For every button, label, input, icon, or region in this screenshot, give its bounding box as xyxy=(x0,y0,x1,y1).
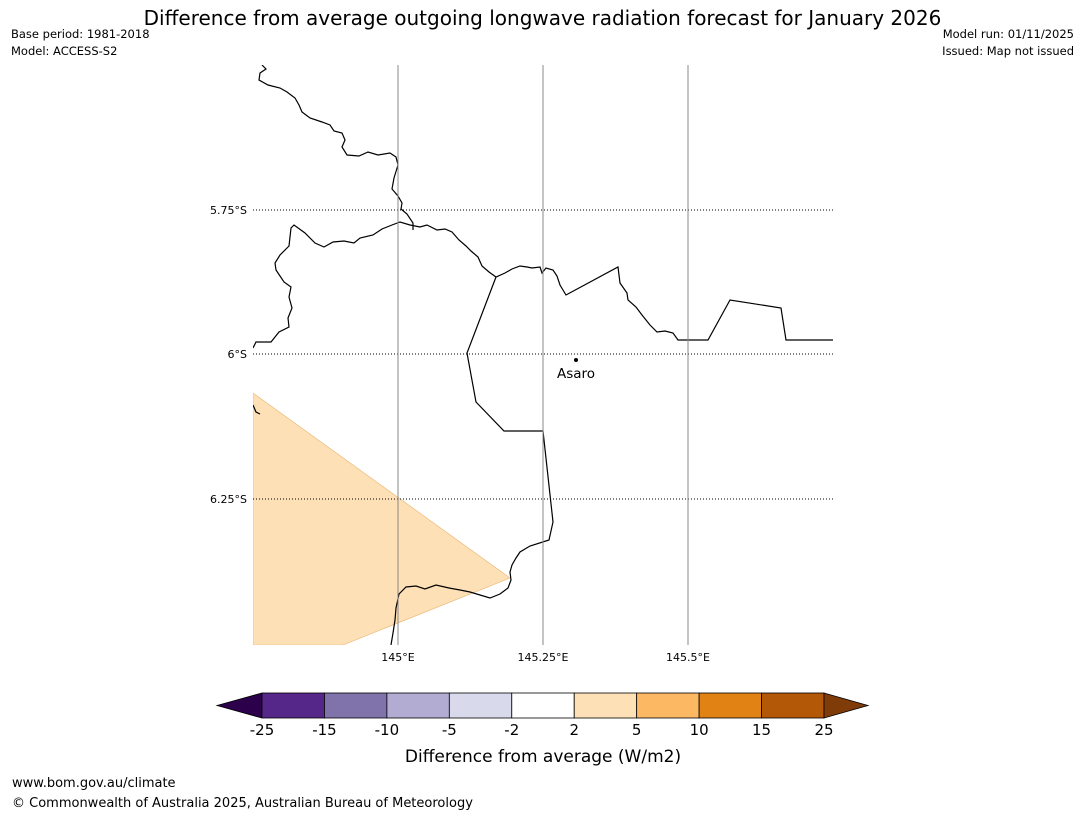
colorbar-bins xyxy=(261,692,825,719)
lon-label: 145.25°E xyxy=(518,651,569,664)
colorbar-bin xyxy=(636,692,700,719)
colorbar-bin xyxy=(386,692,450,719)
colorbar-tick-label: 5 xyxy=(632,721,642,739)
colorbar-tick-label: 2 xyxy=(569,721,579,739)
colorbar-tick-label: -5 xyxy=(442,721,457,739)
place-label: Asaro xyxy=(557,366,595,382)
colorbar-bin xyxy=(261,692,325,719)
anomaly-region xyxy=(253,392,511,645)
issued-text: Issued: Map not issued xyxy=(942,44,1074,58)
place-marker xyxy=(574,358,578,362)
colorbar-tick-labels: -25 -15 -10 -5 -2 2 5 10 15 25 xyxy=(250,721,834,739)
coastline xyxy=(253,65,833,645)
colorbar-bin xyxy=(324,692,388,719)
lon-label: 145.5°E xyxy=(666,651,710,664)
lat-label: 6°S xyxy=(228,348,247,361)
colorbar-tick-label: -2 xyxy=(504,721,519,739)
colorbar-tick-label: 10 xyxy=(690,721,709,739)
graticule xyxy=(253,65,833,645)
lat-label: 5.75°S xyxy=(210,204,247,217)
meta-right: Model run: 01/11/2025 Issued: Map not is… xyxy=(942,26,1074,60)
latitude-labels: 5.75°S 6°S 6.25°S xyxy=(210,204,247,506)
footer: www.bom.gov.au/climate © Commonwealth of… xyxy=(12,774,473,814)
coastline-fragment xyxy=(253,404,261,415)
coastline-south xyxy=(390,276,554,645)
colorbar-bin xyxy=(698,692,762,719)
coastline-central xyxy=(253,221,833,349)
map-title: Difference from average outgoing longwav… xyxy=(143,6,942,30)
lat-label: 6.25°S xyxy=(210,493,247,506)
colorbar-under-triangle xyxy=(215,692,263,719)
colorbar-tick-label: -15 xyxy=(312,721,337,739)
colorbar: -25 -15 -10 -5 -2 2 5 10 15 25 Difference from av… xyxy=(215,692,870,767)
colorbar-over-triangle xyxy=(823,692,870,719)
footer-copyright: © Commonwealth of Australia 2025, Austra… xyxy=(12,796,473,811)
colorbar-bin xyxy=(448,692,513,719)
colorbar-tick-label: -25 xyxy=(250,721,275,739)
longitude-labels: 145°E 145.25°E 145.5°E xyxy=(381,651,710,664)
colorbar-bin xyxy=(573,692,638,719)
base-period-text: Base period: 1981-2018 xyxy=(11,27,150,41)
colorbar-title: Difference from average (W/m2) xyxy=(405,747,681,767)
colorbar-tick-label: 15 xyxy=(752,721,771,739)
colorbar-tick-label: 25 xyxy=(814,721,833,739)
footer-url: www.bom.gov.au/climate xyxy=(12,776,176,791)
map-area: Asaro xyxy=(253,65,833,645)
lon-label: 145°E xyxy=(381,651,414,664)
colorbar-bin xyxy=(511,692,575,719)
colorbar-tick-label: -10 xyxy=(375,721,400,739)
model-run-text: Model run: 01/11/2025 xyxy=(942,27,1074,41)
meta-left: Base period: 1981-2018 Model: ACCESS-S2 xyxy=(11,26,150,60)
model-text: Model: ACCESS-S2 xyxy=(11,44,118,58)
colorbar-bin xyxy=(761,692,825,719)
coastline-north xyxy=(258,65,414,230)
